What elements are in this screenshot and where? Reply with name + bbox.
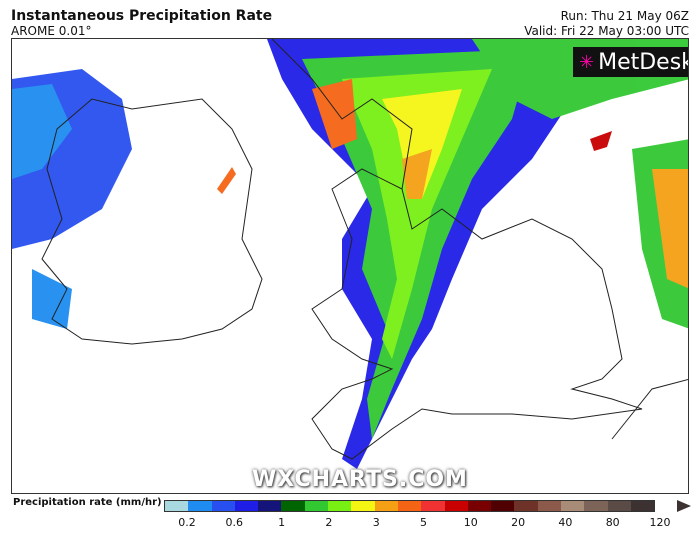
colorbar-segment — [374, 501, 398, 511]
map-layer — [12, 39, 688, 469]
colorbar-segment — [421, 501, 445, 511]
colorbar-segment — [328, 501, 352, 511]
colorbar-segment — [584, 501, 608, 511]
colorbar-segment — [514, 501, 538, 511]
colorbar-tick: 20 — [511, 516, 526, 529]
colorbar-tick: 0.2 — [178, 516, 196, 529]
colorbar-segment — [351, 501, 375, 511]
colorbar-segment — [211, 501, 235, 511]
colorbar-tick: 80 — [605, 516, 620, 529]
colorbar-tick: 40 — [558, 516, 573, 529]
colorbar-segment — [561, 501, 585, 511]
colorbar-segment — [234, 501, 259, 511]
model-name: AROME 0.01° — [11, 24, 92, 38]
colorbar-extend-arrow — [677, 500, 691, 512]
colorbar-segment — [397, 501, 422, 511]
colorbar-tick: 5 — [420, 516, 427, 529]
colorbar-tick: 120 — [649, 516, 671, 529]
coastlines — [41, 39, 688, 460]
colorbar-segment — [444, 501, 468, 511]
metdesk-logo: ✳ MetDesk — [573, 47, 688, 77]
colorbar-segment — [630, 501, 655, 511]
colorbar-segment — [188, 501, 212, 511]
colorbar-tick: 0.6 — [225, 516, 244, 529]
logo-text: MetDesk — [598, 49, 689, 75]
watermark: WXCHARTS.COM — [252, 467, 468, 492]
colorbar-segment — [165, 501, 189, 511]
starburst-icon: ✳ — [579, 51, 595, 73]
colorbar-tick: 10 — [463, 516, 478, 529]
colorbar-segment — [467, 501, 492, 511]
colorbar-segment — [258, 501, 282, 511]
run-time: Run: Thu 21 May 06Z — [560, 9, 689, 23]
valid-time: Valid: Fri 22 May 03:00 UTC — [524, 24, 689, 38]
colorbar-tick: 2 — [325, 516, 333, 529]
colorbar — [164, 500, 656, 512]
colorbar-segment — [304, 501, 329, 511]
chart-title: Instantaneous Precipitation Rate — [11, 8, 273, 24]
colorbar-segment — [607, 501, 631, 511]
legend-label: Precipitation rate (mm/hr) — [13, 497, 162, 508]
colorbar-segment — [281, 501, 305, 511]
colorbar-segment — [491, 501, 515, 511]
precipitation-map[interactable]: ✳ MetDesk WXCHARTS.COM — [11, 38, 689, 494]
colorbar-tick: 1 — [278, 516, 286, 529]
colorbar-segment — [537, 501, 562, 511]
colorbar-tick: 3 — [372, 516, 380, 529]
